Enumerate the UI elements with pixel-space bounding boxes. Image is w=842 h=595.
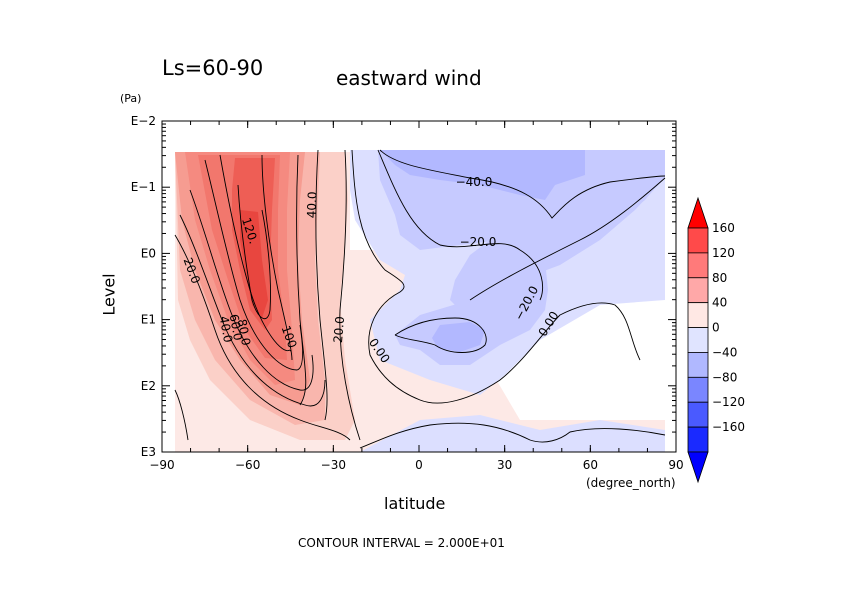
colorbar-segment [687, 277, 709, 304]
y-axis: E−2 E−1 E0 E1 E2 E3 [131, 114, 676, 459]
contour-line [315, 149, 328, 421]
fill-lt-neg40-mid [432, 322, 485, 352]
colorbar-segment [687, 352, 709, 378]
contour-interval-note: CONTOUR INTERVAL = 2.000E+01 [298, 536, 505, 550]
colorbar-label: −120 [712, 395, 745, 409]
colorbar-segment [687, 401, 709, 428]
y-unit: (Pa) [120, 92, 142, 105]
y-tick-label: E0 [141, 246, 156, 260]
chart-title: eastward wind [336, 66, 482, 90]
colorbar-label: −160 [712, 420, 745, 434]
ls-title: Ls=60-90 [162, 56, 264, 80]
contour-label: −20.0 [460, 235, 497, 249]
fill-neg40-neg20-b [380, 150, 665, 310]
contour-line [377, 149, 544, 301]
contour-line [174, 234, 351, 441]
contour-label: 60.0 [227, 313, 245, 342]
y-axis-label: Level [99, 273, 119, 316]
contour-line [359, 422, 666, 449]
x-tick-label: 60 [583, 458, 598, 472]
x-tick-label: −60 [235, 458, 260, 472]
y-tick-label: E2 [141, 379, 156, 393]
fill-lt-neg40-top [380, 150, 585, 200]
x-axis-label: latitude [384, 494, 446, 513]
y-tick-label: E1 [141, 313, 156, 327]
colorbar-segment [687, 376, 709, 403]
x-tick-label: −30 [321, 458, 346, 472]
contour-label: 40.0 [305, 191, 320, 218]
colorbar-segment [687, 302, 709, 328]
colorbar-segment [687, 227, 709, 254]
x-tick-label: 0 [415, 458, 423, 472]
contour-line [261, 154, 293, 361]
contour-line [296, 154, 307, 406]
contour-fills [175, 150, 665, 452]
contour-label: −40.0 [456, 175, 493, 189]
colorbar-bottom-arrow [687, 451, 709, 484]
contour-line [379, 149, 666, 219]
colorbar-label: 160 [712, 221, 735, 235]
contour-line [189, 189, 314, 391]
x-tick-label: 30 [497, 458, 512, 472]
colorbar-label: 0 [712, 321, 720, 335]
colorbar-label: 40 [712, 296, 727, 310]
contour-line [179, 214, 326, 407]
y-tick-label: E−2 [131, 114, 156, 128]
contour-label: 80.0 [235, 318, 253, 347]
colorbar-label: −80 [712, 370, 737, 384]
contour-lines [174, 149, 666, 449]
colorbar-segment [687, 252, 709, 279]
fill-gt-140 [240, 210, 268, 318]
colorbar-segment [687, 426, 709, 453]
y-tick-label: E3 [141, 445, 156, 459]
contour-line [351, 149, 641, 404]
colorbar-label: −40 [712, 345, 737, 359]
contour-line [237, 184, 271, 320]
contour-line [204, 159, 304, 371]
contour-line [174, 389, 189, 441]
contour-label: 40.0 [217, 315, 235, 344]
colorbar-label: 80 [712, 271, 727, 285]
colorbar-segment [687, 327, 709, 353]
colorbar-label: 120 [712, 246, 735, 260]
x-axis: −90 −60 −30 0 30 60 90 [149, 121, 684, 472]
x-tick-label: −90 [149, 458, 174, 472]
contour-line [469, 177, 666, 301]
contour-line [394, 317, 487, 353]
y-tick-label: E−1 [131, 180, 156, 194]
x-tick-label: 90 [668, 458, 683, 472]
contour-line [339, 149, 361, 441]
contour-label: 20.0 [331, 316, 347, 344]
colorbar-top-arrow [687, 196, 709, 229]
colorbar: 160 120 80 40 0 −40 −80 −120 −160 [687, 196, 745, 484]
x-unit: (degree_north) [586, 476, 676, 490]
